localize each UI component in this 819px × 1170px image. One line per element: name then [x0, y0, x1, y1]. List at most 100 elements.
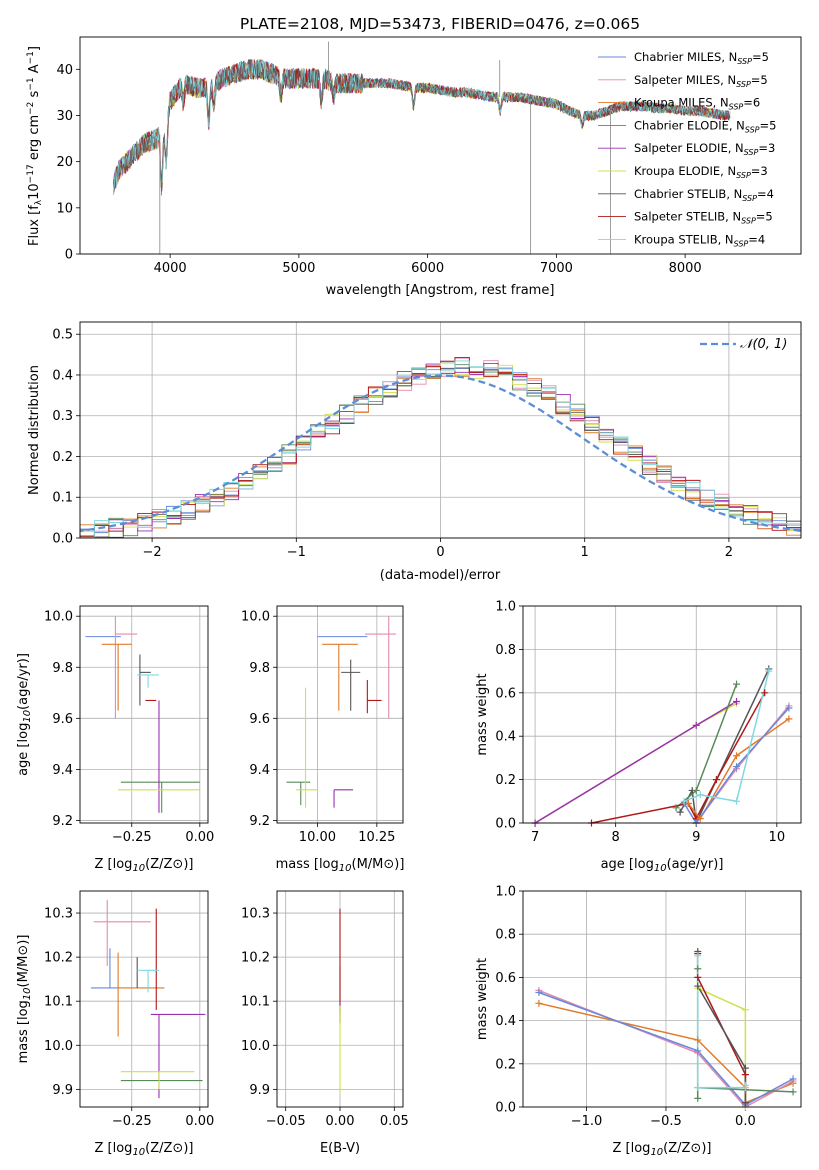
y-tick-label: 10.0: [44, 610, 73, 625]
y-tick-label: 9.9: [249, 1083, 270, 1098]
legend-label-chabrier_elodie: Chabrier ELODIE, NSSP=5: [634, 118, 776, 134]
axes-frame: [79, 36, 802, 255]
residual-histogram-kroupa_stelib: [80, 360, 801, 538]
plot-area: [523, 606, 801, 823]
y-tick-label: 9.2: [249, 814, 270, 829]
legend-label-chabrier_miles: Chabrier MILES, NSSP=5: [634, 50, 769, 66]
y-tick-label: 0.3: [52, 409, 73, 424]
spectrum-data: [113, 58, 731, 196]
weight-marker-kroupa_stelib: [694, 1084, 702, 1092]
weight-line-kroupa_stelib: [683, 670, 770, 803]
weight-marker-kroupa_stelib: [680, 797, 688, 805]
x-axis-label: (data-model)/error: [380, 568, 501, 583]
y-axis-label: Flux [fλ10−17 erg cm−2 s−1 A−1]: [26, 46, 44, 246]
weight-marker-chabrier_miles: [535, 989, 543, 997]
y-tick-label: 0.0: [495, 1101, 516, 1116]
x-tick-label: −2: [143, 545, 162, 560]
y-tick-label: 1.0: [495, 885, 516, 900]
weight-line-chabrier_elodie: [675, 683, 738, 809]
x-axis-label: Z [log10(Z/Z⊙)]: [95, 1141, 194, 1158]
normal-curve: [80, 374, 801, 533]
axes-residuals: −2 −1 0 1 2 0.0 0.1 0.2 0.3 0.4 0.5: [52, 321, 802, 560]
weight-marker-chabrier_miles: [694, 1047, 702, 1055]
axes-mass_vs_Z: −0.25 0.00 9.9 10.0 10.1 10.2 10.3: [44, 890, 214, 1129]
weight-marker-chabrier_elodie: [692, 786, 700, 794]
axes-frame: [79, 321, 802, 539]
y-tick-label: 9.4: [52, 763, 73, 778]
legend-label-kroupa_stelib: Kroupa STELIB, NSSP=4: [634, 232, 765, 248]
x-axis-label: mass [log10(M/M⊙)]: [276, 857, 405, 874]
y-tick-label: 9.9: [52, 1083, 73, 1098]
chart-title: PLATE=2108, MJD=53473, FIBERID=0476, z=0…: [240, 15, 640, 33]
axes-frame: [79, 605, 209, 824]
axes-age_vs_Z: −0.25 0.00 9.2 9.4 9.6 9.8 10.0: [44, 605, 214, 845]
y-tick-label: 0.2: [52, 450, 73, 465]
axes-frame: [276, 605, 404, 824]
y-axis-label: mass weight: [475, 958, 490, 1040]
y-tick-label: 0.0: [52, 532, 73, 547]
weight-marker-chabrier_elodie: [733, 680, 741, 688]
weight-line-chabrier_miles: [538, 991, 794, 1106]
weight-marker-chabrier_elodie: [789, 1088, 797, 1096]
weight-marker-chabrier_stelib: [741, 1099, 749, 1107]
axes-frame: [276, 890, 404, 1108]
weight-marker-chabrier_stelib: [741, 1064, 749, 1072]
x-tick-label: −1: [287, 545, 306, 560]
y-tick-label: 9.4: [249, 763, 270, 778]
x-tick-label: 4000: [154, 261, 187, 276]
weight-marker-salpeter_elodie: [692, 721, 700, 729]
weight-line-chabrier_miles: [683, 707, 790, 823]
weight-marker-kroupa_stelib: [696, 791, 704, 799]
x-tick-label: −0.25: [112, 830, 152, 845]
x-tick-label: 7000: [540, 261, 573, 276]
x-tick-label: 0.00: [185, 1114, 214, 1129]
x-tick-label: 0.0: [735, 1114, 756, 1129]
weight-marker-kroupa_stelib: [694, 952, 702, 960]
y-axis-label: Normed distribution: [27, 365, 42, 495]
weight-marker-salpeter_stelib: [712, 776, 720, 784]
y-tick-label: 0.6: [495, 686, 516, 701]
y-tick-label: 9.8: [249, 661, 270, 676]
x-tick-label: 9: [692, 830, 700, 845]
y-axis-label: age [log10(age/yr)]: [16, 653, 33, 776]
weight-marker-kroupa_elodie: [741, 1006, 749, 1014]
x-tick-label: 0.00: [185, 830, 214, 845]
x-tick-label: 10: [769, 830, 786, 845]
x-tick-label: 1: [581, 545, 589, 560]
y-tick-label: 0.4: [52, 368, 73, 383]
x-axis-label: E(B-V): [320, 1141, 360, 1156]
y-tick-label: 0.8: [495, 643, 516, 658]
weight-marker-salpeter_elodie: [733, 697, 741, 705]
y-tick-label: 0.1: [52, 491, 73, 506]
y-axis-label: mass weight: [475, 673, 490, 755]
y-tick-label: 10.0: [44, 1039, 73, 1054]
axes-mass_vs_ebv: −0.05 0.00 0.05 9.9 10.0 10.1 10.2 10.3: [241, 890, 409, 1129]
weight-marker-chabrier_elodie: [694, 1094, 702, 1102]
weight-marker-kroupa_miles: [785, 715, 793, 723]
plot-area: [80, 322, 801, 538]
y-tick-label: 40: [56, 63, 73, 78]
plot-area: [277, 891, 403, 1107]
y-tick-label: 30: [56, 109, 73, 124]
y-tick-label: 9.6: [249, 712, 270, 727]
y-tick-label: 10.0: [241, 1039, 270, 1054]
y-tick-label: 1.0: [495, 600, 516, 615]
plot-area: [523, 891, 801, 1107]
weight-marker-chabrier_miles: [785, 704, 793, 712]
x-tick-label: 10.25: [358, 830, 395, 845]
y-tick-label: 10.2: [44, 951, 73, 966]
weight-line-salpeter_stelib: [591, 692, 766, 823]
legend-label-normal: 𝒩(0, 1): [740, 337, 787, 352]
y-tick-label: 0: [65, 248, 73, 263]
weight-marker-chabrier_miles: [789, 1075, 797, 1083]
plot-area: [113, 41, 731, 254]
x-tick-label: 2: [725, 545, 733, 560]
x-tick-label: 0.05: [380, 1114, 409, 1129]
x-tick-label: −1.0: [571, 1114, 603, 1129]
y-tick-label: 10.1: [44, 995, 73, 1010]
weight-marker-chabrier_stelib: [694, 982, 702, 990]
x-tick-label: 8000: [669, 261, 702, 276]
x-tick-label: −0.05: [266, 1114, 306, 1129]
y-tick-label: 0.4: [495, 730, 516, 745]
y-tick-label: 0.6: [495, 971, 516, 986]
